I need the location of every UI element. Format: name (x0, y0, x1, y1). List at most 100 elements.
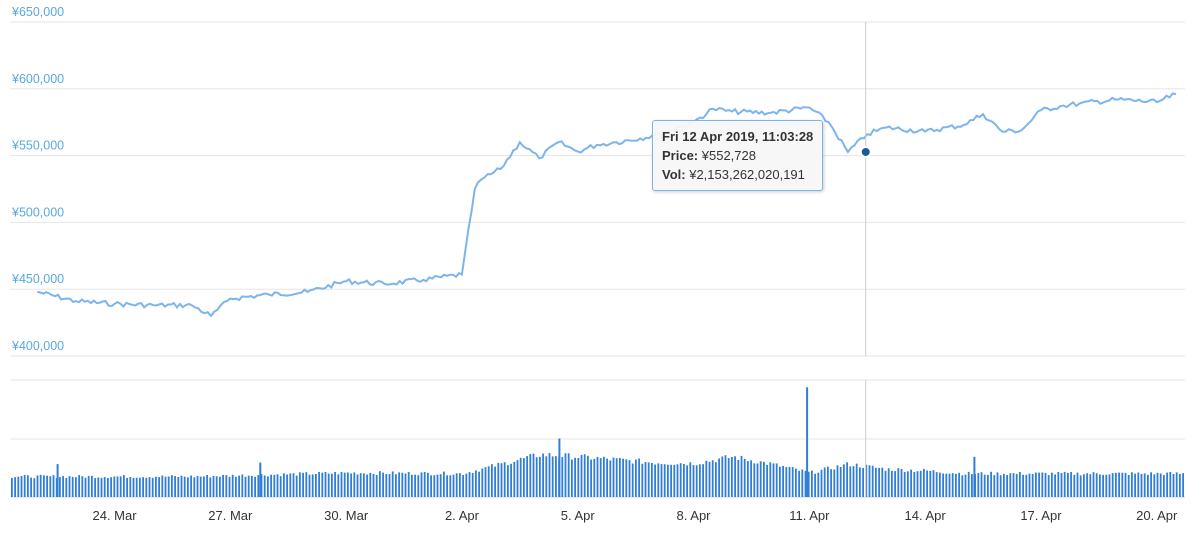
volume-bar (283, 473, 285, 497)
volume-bar (1118, 472, 1120, 497)
volume-bar (868, 465, 871, 497)
volume-bar (1047, 475, 1050, 497)
volume-bar (951, 473, 954, 497)
volume-bar (1086, 473, 1088, 497)
hover-point-marker[interactable] (859, 145, 872, 158)
volume-bar (635, 459, 637, 497)
volume-bar (423, 472, 426, 497)
volume-bar (23, 475, 26, 497)
volume-bar (782, 465, 784, 497)
volume-bar (398, 472, 400, 497)
volume-bar (302, 472, 304, 497)
volume-bar (654, 464, 656, 497)
volume-bar (990, 471, 992, 497)
volume-bar (452, 474, 455, 497)
volume-bar (11, 477, 13, 497)
volume-bar (1102, 474, 1104, 497)
y-axis-labels: ¥400,000 ¥450,000 ¥500,000 ¥550,000 ¥600,000… (11, 5, 64, 353)
volume-bar (68, 476, 71, 497)
volume-bar (615, 458, 618, 497)
volume-bar (427, 472, 429, 497)
volume-bar-spike (259, 462, 262, 497)
volume-bar (471, 472, 474, 497)
volume-bar-spike (973, 456, 976, 497)
volume-bar (836, 465, 839, 497)
volume-bar (769, 462, 772, 497)
volume-bar (97, 477, 100, 497)
x-tick-label: 8. Apr (677, 508, 712, 523)
volume-bar (279, 476, 282, 497)
volume-bar (846, 462, 848, 497)
tooltip-price-value: ¥552,728 (701, 148, 756, 163)
volume-bar (1143, 473, 1146, 497)
volume-bar (100, 477, 103, 497)
volume-bar (1108, 474, 1111, 497)
volume-bar (996, 472, 999, 497)
volume-bar (999, 475, 1002, 497)
volume-bar (612, 457, 615, 497)
volume-bar (580, 454, 583, 497)
volume-bar (1092, 472, 1095, 497)
volume-bar (462, 475, 464, 497)
volume-bar (919, 470, 922, 497)
tooltip-price-row: Price: ¥552,728 (662, 146, 813, 165)
volume-bar (1022, 474, 1024, 497)
volume-bar (497, 462, 500, 497)
volume-bar (71, 476, 74, 497)
volume-bar (503, 462, 506, 497)
x-tick-label: 2. Apr (445, 508, 480, 523)
volume-bar (631, 463, 634, 497)
volume-bar (190, 475, 192, 497)
volume-bar (695, 465, 698, 497)
volume-bar (897, 468, 900, 497)
volume-bar (187, 477, 189, 497)
x-axis-labels: 24. Mar 27. Mar 30. Mar 2. Apr 5. Apr 8. Apr 1… (93, 508, 1179, 523)
volume-bar (238, 475, 240, 497)
volume-bar (17, 476, 20, 497)
volume-bar (676, 464, 679, 497)
volume-bar (273, 474, 276, 497)
volume-bar (510, 463, 512, 497)
volume-bar (1009, 473, 1012, 497)
volume-bar (443, 471, 445, 497)
volume-bar (308, 474, 311, 497)
volume-bar (875, 467, 877, 497)
y-tick-label: ¥550,000 (11, 139, 64, 153)
volume-bar (1025, 474, 1028, 497)
volume-bar (731, 457, 733, 497)
volume-bar (823, 467, 826, 497)
volume-bar (14, 477, 16, 497)
volume-bar (779, 466, 781, 497)
volume-bar (219, 476, 221, 497)
volume-bar (1140, 473, 1143, 497)
volume-bar (599, 458, 602, 497)
volume-bar (91, 475, 93, 497)
volume-bar (324, 472, 327, 497)
volume-bar (788, 467, 791, 497)
volume-bar (404, 473, 407, 497)
volume-bar (843, 464, 845, 497)
volume-bar (1051, 472, 1053, 497)
volume-bar (347, 472, 349, 497)
volume-bar (807, 471, 810, 497)
volume-bar (369, 472, 372, 497)
volume-bar (491, 464, 493, 497)
volume-bar (1172, 474, 1175, 497)
volume-bar (865, 464, 868, 497)
volume-bar (887, 468, 890, 497)
volume-bar (609, 460, 612, 497)
volume-bar (814, 473, 816, 497)
volume-bar (907, 471, 909, 497)
volume-bar (798, 470, 800, 497)
volume-bar (507, 465, 509, 497)
volume-bar (177, 477, 180, 497)
volume-bar (705, 460, 708, 497)
volume-bar (747, 461, 749, 497)
tooltip-vol-label: Vol: (662, 167, 686, 182)
volume-bar (276, 474, 279, 497)
volume-bar (567, 453, 570, 497)
volume-bar (350, 473, 352, 497)
volume-bar (171, 475, 173, 497)
volume-bar (110, 477, 112, 497)
volume-bar (1028, 473, 1031, 497)
